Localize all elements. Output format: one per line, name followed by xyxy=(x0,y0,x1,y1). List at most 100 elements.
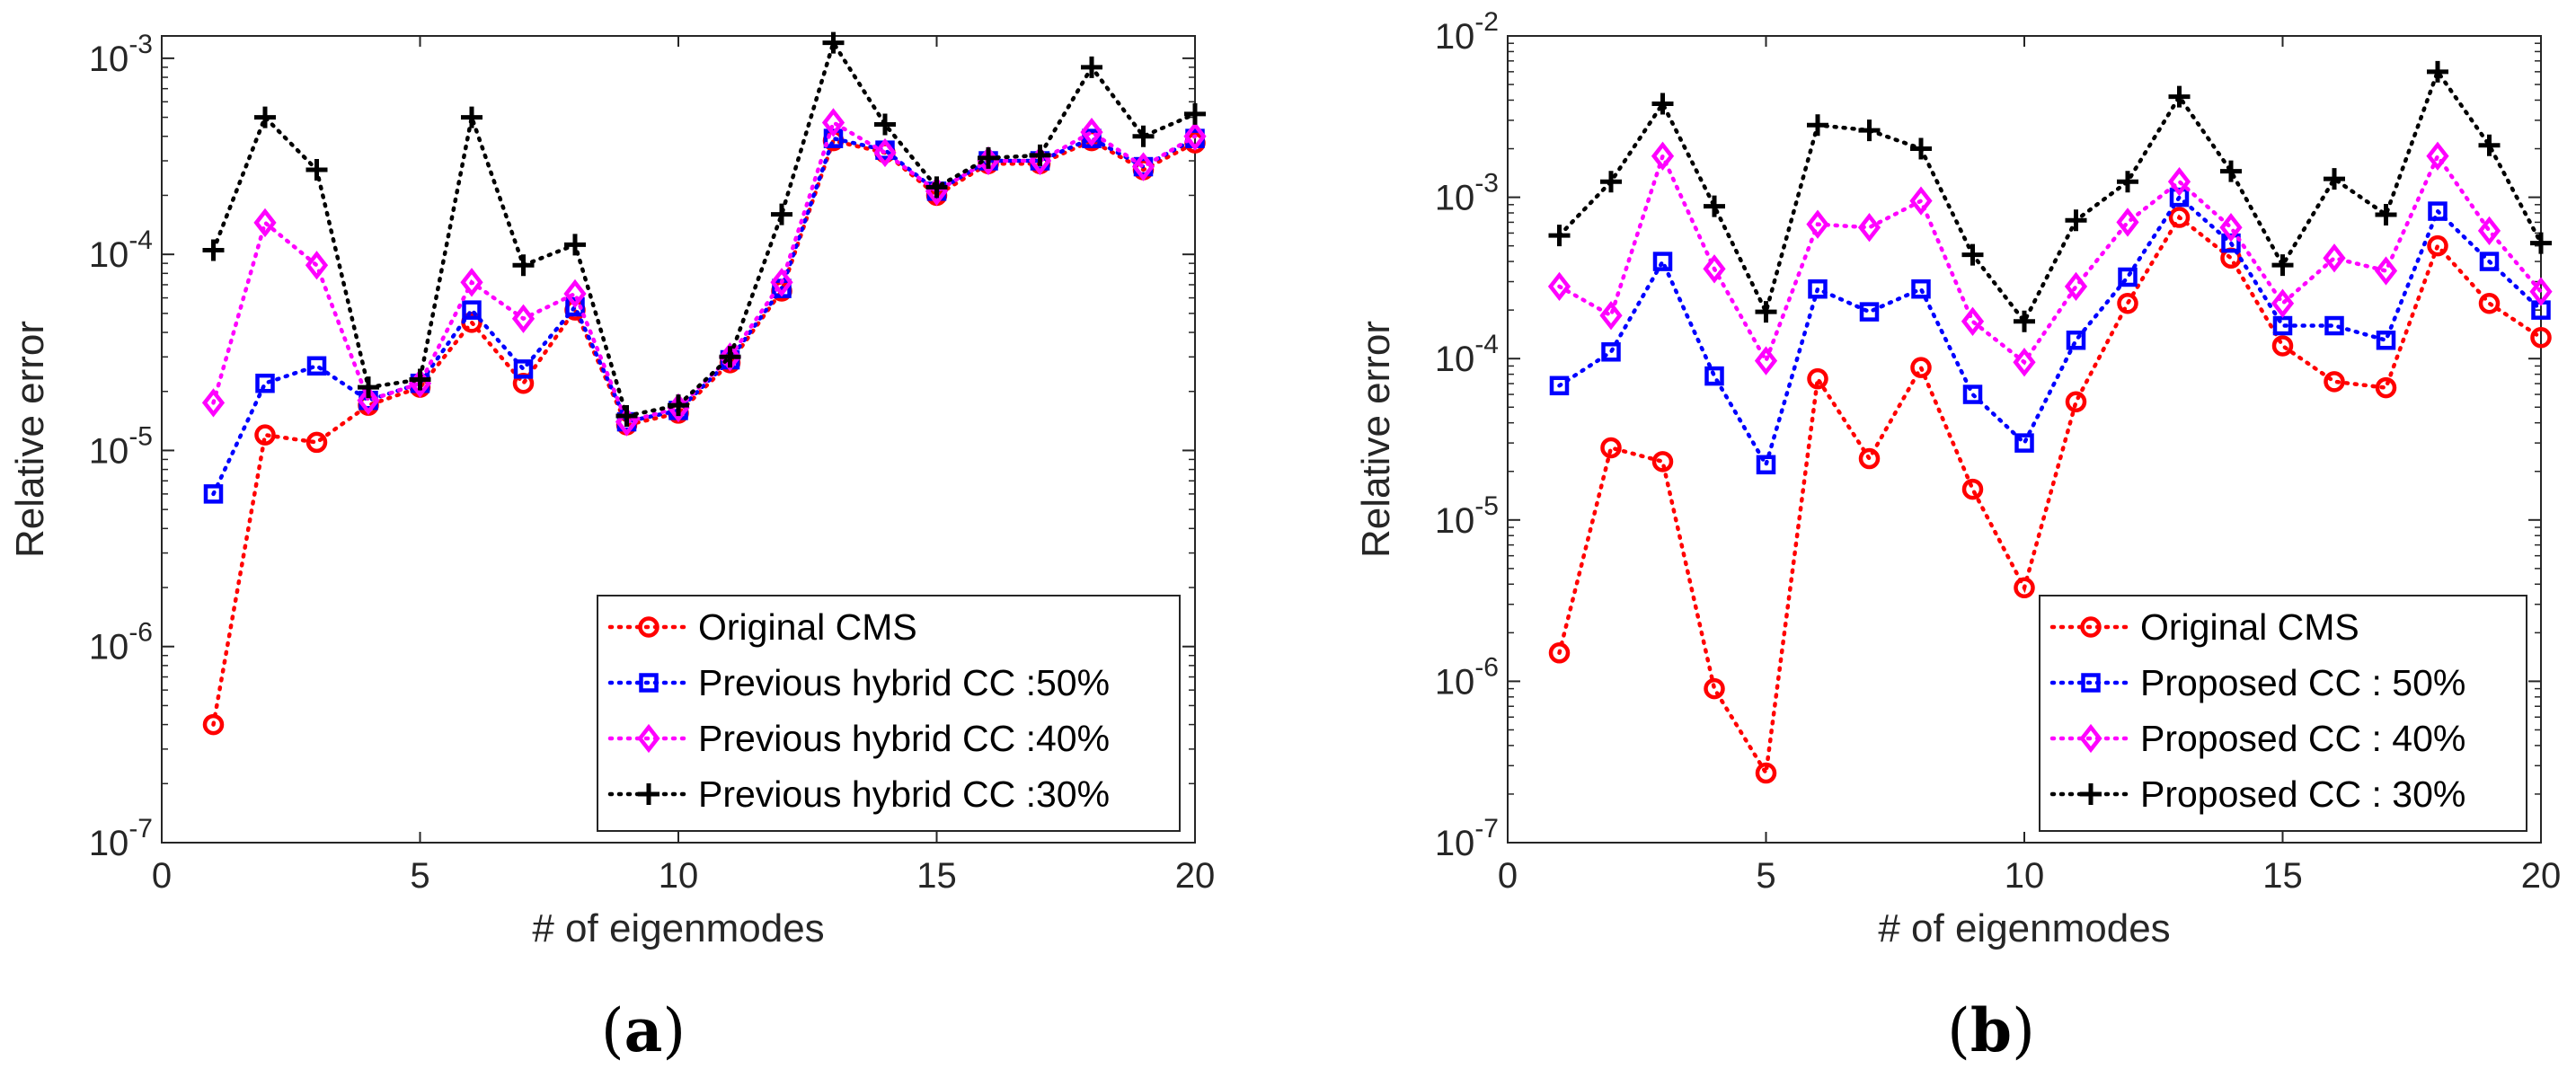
legend-box xyxy=(2039,595,2527,832)
data-point xyxy=(2065,391,2087,413)
data-point xyxy=(719,346,741,368)
x-tick-label: 0 xyxy=(1498,856,1518,896)
data-point xyxy=(1961,478,1984,500)
data-point xyxy=(357,385,380,415)
y-tick-label: 10-3 xyxy=(1435,169,1499,218)
y-tick-label: 10-4 xyxy=(89,225,153,275)
data-point xyxy=(2324,371,2345,393)
legend-marker xyxy=(2081,673,2101,693)
data-point xyxy=(1910,137,1932,160)
data-point xyxy=(2375,203,2397,225)
legend-label: Proposed CC : 40% xyxy=(2140,718,2465,759)
data-point xyxy=(1962,384,1983,404)
data-point xyxy=(2478,292,2501,314)
data-point xyxy=(2271,335,2294,357)
data-point xyxy=(2117,171,2138,193)
panel-caption: (b) xyxy=(1947,995,2035,1065)
data-point xyxy=(2428,201,2448,221)
data-point xyxy=(1548,642,1571,664)
legend-marker xyxy=(638,783,659,805)
data-point xyxy=(1601,342,1621,362)
data-point xyxy=(2271,254,2294,277)
data-point xyxy=(1600,437,1622,459)
data-point xyxy=(202,239,225,261)
data-point xyxy=(1755,762,1777,784)
data-point xyxy=(2530,232,2552,254)
legend: Original CMS Previous hybrid CC :50% Previ… xyxy=(597,595,1181,832)
data-point xyxy=(201,388,226,418)
data-point xyxy=(255,373,275,393)
data-point xyxy=(2376,330,2396,350)
data-point xyxy=(1651,141,1675,171)
data-point xyxy=(2066,330,2086,350)
legend-label: Previous hybrid CC :40% xyxy=(698,718,1110,759)
data-point xyxy=(1132,125,1155,147)
series-line xyxy=(1557,66,2544,325)
data-point xyxy=(2479,252,2500,271)
data-point xyxy=(2426,141,2449,171)
data-point xyxy=(409,368,431,391)
legend-label: Original CMS xyxy=(2140,606,2359,648)
data-point xyxy=(2272,315,2293,336)
y-tick-label: 10-6 xyxy=(1435,652,1499,702)
data-point xyxy=(305,158,328,181)
legend-marker xyxy=(637,723,660,754)
data-point xyxy=(2065,209,2087,232)
data-point xyxy=(2168,207,2191,228)
data-point xyxy=(511,304,536,333)
data-point xyxy=(1807,367,1828,390)
y-tick-label: 10-4 xyxy=(1435,330,1499,379)
x-tick-label: 10 xyxy=(2005,856,2045,896)
data-point xyxy=(305,251,329,280)
series-square xyxy=(1549,187,2551,475)
data-point xyxy=(2530,327,2552,349)
y-tick-label: 10-3 xyxy=(89,30,153,79)
data-point xyxy=(1183,121,1207,151)
data-point xyxy=(1704,195,1725,217)
data-point xyxy=(1599,301,1623,331)
data-point xyxy=(1806,209,1829,239)
data-point xyxy=(1756,455,1776,475)
data-point xyxy=(203,484,224,504)
data-point xyxy=(565,296,585,317)
legend-marker xyxy=(2079,723,2102,754)
data-point xyxy=(874,113,896,136)
data-point xyxy=(1703,254,1726,284)
legend-label: Proposed CC : 30% xyxy=(2140,773,2465,815)
data-point xyxy=(2477,216,2501,246)
data-point xyxy=(1651,451,1674,473)
data-point xyxy=(978,146,999,169)
legend-marker xyxy=(638,616,659,638)
series-line xyxy=(211,136,1198,497)
x-axis-title: # of eigenmodes xyxy=(532,906,824,950)
data-point xyxy=(2529,277,2553,306)
data-point xyxy=(1080,117,1103,147)
data-point xyxy=(1549,376,1570,396)
data-point xyxy=(2014,433,2034,453)
data-point xyxy=(254,424,276,446)
series-circle xyxy=(1548,207,2552,784)
y-tick-label: 10-5 xyxy=(1435,491,1499,541)
data-point xyxy=(1859,302,1880,322)
data-point xyxy=(306,356,327,376)
data-point xyxy=(1807,114,1828,137)
data-point xyxy=(1911,278,1931,299)
legend-label: Previous hybrid CC :50% xyxy=(698,662,1110,703)
data-point xyxy=(2323,243,2346,273)
data-point xyxy=(770,268,793,297)
data-point xyxy=(822,31,845,54)
data-point xyxy=(1808,278,1828,299)
data-point xyxy=(821,108,845,137)
data-point xyxy=(771,203,792,225)
data-point xyxy=(1131,152,1155,181)
data-point xyxy=(1651,93,1674,115)
data-point xyxy=(253,208,277,238)
data-point xyxy=(1600,171,1622,193)
data-point xyxy=(2324,315,2344,336)
data-point xyxy=(2427,234,2448,257)
data-point xyxy=(2014,310,2035,332)
data-point xyxy=(1858,447,1881,470)
data-point xyxy=(2324,168,2345,190)
legend-marker xyxy=(639,673,659,693)
